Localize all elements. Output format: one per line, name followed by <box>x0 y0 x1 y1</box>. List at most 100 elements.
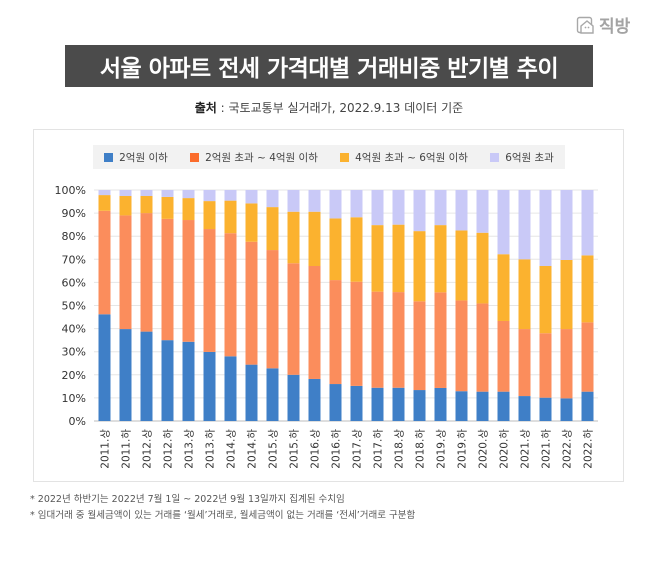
x-tick-label: 2015.상 <box>268 429 280 469</box>
bar-segment-4 <box>476 190 489 233</box>
bar-segment-3 <box>119 196 132 216</box>
bar-segment-1 <box>476 391 489 421</box>
x-tick-label: 2021.하 <box>540 429 553 469</box>
bar-segment-3 <box>413 231 426 302</box>
legend-label: 4억원 초과 ~ 6억원 이하 <box>355 151 468 164</box>
y-tick-label: 70% <box>62 253 86 266</box>
bar-segment-1 <box>203 351 216 421</box>
bar-segment-4 <box>245 190 258 204</box>
x-tick-label: 2014.하 <box>246 429 259 469</box>
bar-segment-1 <box>308 378 321 421</box>
footnote: * 2022년 하반기는 2022년 7월 1일 ~ 2022년 9월 13일까… <box>30 494 345 505</box>
y-tick-label: 50% <box>62 300 86 313</box>
bar-segment-3 <box>266 207 279 251</box>
bar-segment-2 <box>266 250 279 369</box>
bar-segment-1 <box>245 364 258 421</box>
source-line: 출처 : 국토교통부 실거래가, 2022.9.13 데이터 기준 <box>0 99 658 116</box>
source-label: 출처 <box>194 101 217 115</box>
x-tick-label: 2019.상 <box>436 429 448 469</box>
bar-segment-2 <box>518 329 531 397</box>
bar-segment-2 <box>119 215 132 330</box>
bar-segment-1 <box>224 356 237 421</box>
bar-segment-2 <box>476 303 489 392</box>
bar-segment-2 <box>560 329 573 399</box>
y-tick-label: 100% <box>55 184 86 197</box>
bar-segment-4 <box>518 190 531 260</box>
bar-segment-2 <box>224 233 237 357</box>
bar-segment-4 <box>161 190 174 197</box>
bar-segment-2 <box>287 263 300 375</box>
bar-segment-3 <box>476 232 489 304</box>
legend-item: 2억원 초과 ~ 4억원 이하 <box>190 150 318 165</box>
x-tick-label: 2020.상 <box>478 429 490 469</box>
legend-label: 2억원 이하 <box>119 151 168 164</box>
bar-segment-4 <box>539 190 552 266</box>
y-tick-label: 60% <box>62 276 86 289</box>
source-text: : 국토교통부 실거래가, 2022.9.13 데이터 기준 <box>216 101 464 115</box>
brand-name: 직방 <box>599 17 631 37</box>
bar-segment-4 <box>371 190 384 226</box>
bar-segment-2 <box>308 265 321 379</box>
bar-segment-1 <box>392 387 405 421</box>
bar-segment-2 <box>245 241 258 365</box>
legend-item: 4억원 초과 ~ 6억원 이하 <box>340 150 468 165</box>
bar-segment-3 <box>245 203 258 242</box>
bar-segment-3 <box>182 198 195 221</box>
bar-segment-1 <box>455 391 468 421</box>
bar-segment-2 <box>182 220 195 342</box>
bar-segment-4 <box>560 190 573 260</box>
bar-segment-3 <box>308 211 321 266</box>
bar-segment-3 <box>455 230 468 301</box>
bar-segment-4 <box>392 190 405 225</box>
bar-segment-3 <box>560 259 573 330</box>
bar-segment-4 <box>203 190 216 202</box>
x-tick-label: 2011.상 <box>100 429 112 469</box>
bar-segment-1 <box>266 368 279 421</box>
y-tick-label: 20% <box>62 369 86 382</box>
x-tick-label: 2019.하 <box>456 429 469 469</box>
bar-segment-1 <box>98 314 111 421</box>
bar-segment-2 <box>329 280 342 385</box>
bar-segment-4 <box>182 190 195 199</box>
bar-segment-2 <box>140 213 153 332</box>
x-tick-label: 2014.상 <box>226 429 238 469</box>
bar-segment-4 <box>266 190 279 208</box>
bar-segment-3 <box>350 217 363 282</box>
bar-segment-1 <box>140 331 153 421</box>
y-tick-label: 0% <box>69 415 86 428</box>
bar-segment-3 <box>581 255 594 323</box>
bar-segment-4 <box>287 190 300 212</box>
chart-title: 서울 아파트 전세 가격대별 거래비중 반기별 추이 <box>99 56 559 82</box>
bar-segment-3 <box>371 225 384 292</box>
x-tick-label: 2018.하 <box>414 429 427 469</box>
x-tick-label: 2015.하 <box>288 429 301 469</box>
bar-segment-1 <box>434 387 447 421</box>
bar-segment-1 <box>287 374 300 421</box>
bar-segment-1 <box>371 387 384 421</box>
legend-swatch <box>490 152 500 162</box>
y-tick-label: 10% <box>62 392 86 405</box>
legend-item: 6억원 초과 <box>490 150 554 165</box>
bar-segment-1 <box>581 391 594 421</box>
legend-label: 6억원 초과 <box>505 151 554 164</box>
x-tick-label: 2016.하 <box>330 429 343 469</box>
bar-segment-4 <box>455 190 468 231</box>
bar-segment-3 <box>434 225 447 293</box>
legend-swatch <box>104 152 114 162</box>
legend-swatch <box>340 152 350 162</box>
bar-segment-3 <box>497 254 510 321</box>
bar-segment-1 <box>161 340 174 421</box>
bar-segment-2 <box>539 333 552 398</box>
footnotes: * 2022년 하반기는 2022년 7월 1일 ~ 2022년 9월 13일까… <box>30 492 415 524</box>
bar-segment-1 <box>539 397 552 421</box>
chart-legend: 2억원 이하 2억원 초과 ~ 4억원 이하 4억원 초과 ~ 6억원 이하 6… <box>93 145 565 169</box>
bar-segment-4 <box>413 190 426 232</box>
bar-segment-2 <box>371 291 384 388</box>
bar-segment-4 <box>119 190 132 197</box>
bar-segment-3 <box>140 196 153 214</box>
bar-segment-3 <box>539 265 552 334</box>
bar-segment-2 <box>161 218 174 341</box>
x-tick-label: 2022.상 <box>562 429 574 469</box>
bar-segment-4 <box>581 190 594 256</box>
x-tick-label: 2022.하 <box>582 429 595 469</box>
